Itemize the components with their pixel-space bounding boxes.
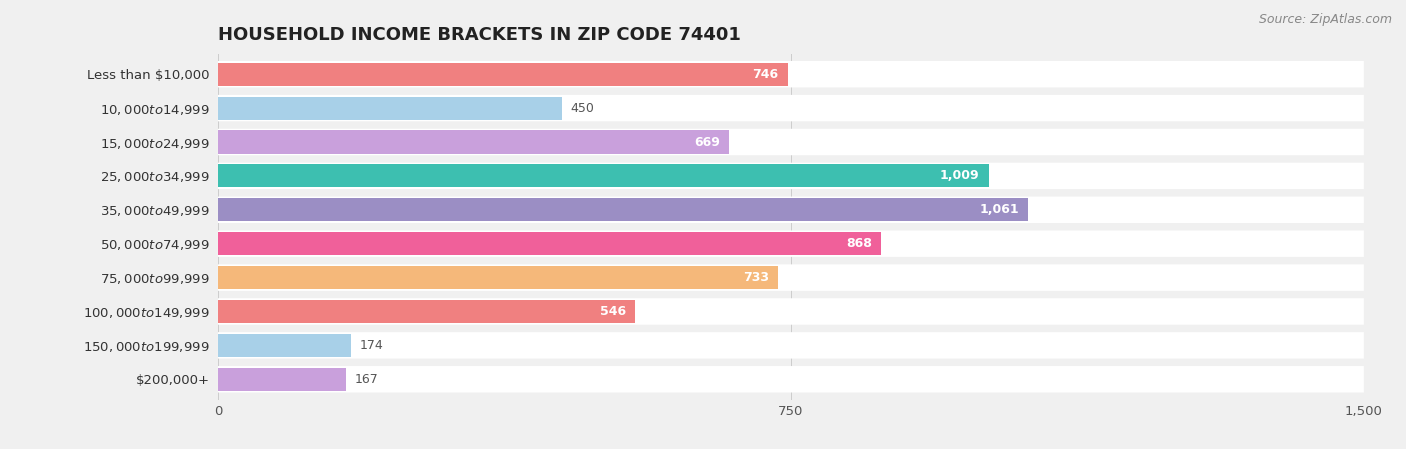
FancyBboxPatch shape (218, 264, 1364, 291)
Bar (218, 300, 636, 323)
Text: HOUSEHOLD INCOME BRACKETS IN ZIP CODE 74401: HOUSEHOLD INCOME BRACKETS IN ZIP CODE 74… (218, 26, 741, 44)
Bar (218, 63, 787, 86)
Text: Source: ZipAtlas.com: Source: ZipAtlas.com (1258, 13, 1392, 26)
Text: 868: 868 (846, 237, 872, 250)
FancyBboxPatch shape (218, 230, 1364, 257)
FancyBboxPatch shape (218, 366, 1364, 392)
FancyBboxPatch shape (218, 163, 1364, 189)
FancyBboxPatch shape (218, 298, 1364, 325)
FancyBboxPatch shape (218, 197, 1364, 223)
Bar (218, 131, 728, 154)
Bar (218, 334, 352, 357)
FancyBboxPatch shape (218, 129, 1364, 155)
Text: 167: 167 (354, 373, 378, 386)
Bar (218, 232, 882, 255)
Bar (218, 266, 778, 289)
Bar (218, 97, 561, 119)
Text: 546: 546 (600, 305, 626, 318)
FancyBboxPatch shape (218, 332, 1364, 359)
Text: 746: 746 (752, 68, 779, 81)
Bar (218, 368, 346, 391)
Text: 669: 669 (695, 136, 720, 149)
Text: 1,009: 1,009 (941, 169, 980, 182)
Bar (218, 198, 1028, 221)
Text: 1,061: 1,061 (980, 203, 1019, 216)
Bar (218, 164, 988, 187)
Text: 450: 450 (571, 101, 595, 114)
FancyBboxPatch shape (218, 61, 1364, 88)
FancyBboxPatch shape (218, 95, 1364, 121)
Text: 174: 174 (360, 339, 384, 352)
Text: 733: 733 (742, 271, 769, 284)
